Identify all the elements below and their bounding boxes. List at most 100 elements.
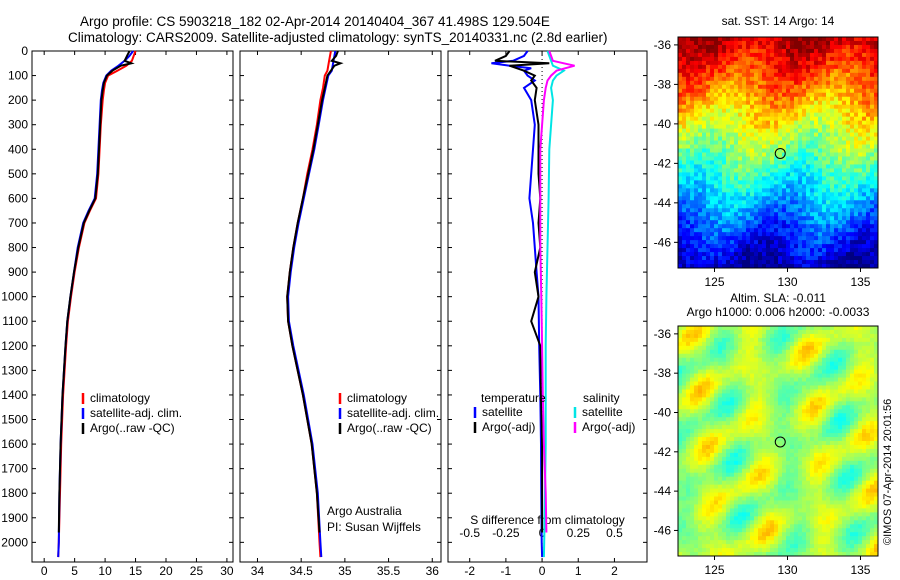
sst_map-cell (862, 212, 867, 217)
sla_map-cell (826, 425, 831, 430)
sla_map-cell (706, 409, 711, 414)
sst_map-cell (714, 172, 719, 177)
sst_map-cell (866, 48, 871, 54)
sst_map-cell (714, 68, 719, 74)
sla_map-cell (818, 373, 823, 379)
sst_map-cell (734, 196, 739, 201)
sla_map-cell (798, 417, 803, 422)
sla_map-cell (730, 329, 735, 335)
sst_map-cell (842, 37, 847, 42)
sst_map-cell (854, 264, 859, 269)
sst_map-cell (842, 168, 847, 173)
sst_map-cell (758, 240, 763, 245)
sst_map-cell (826, 44, 831, 50)
sla_map-cell (778, 468, 783, 474)
sst_map-cell (766, 92, 771, 98)
sla_map-cell (830, 373, 835, 379)
sst_map-cell (698, 260, 703, 265)
sst_map-cell (814, 228, 819, 233)
sla_map-cell (770, 349, 775, 355)
sst_map-cell (766, 56, 771, 62)
sla_map-cell (870, 357, 875, 363)
sla_map-cell (746, 448, 751, 454)
sst_map-cell (710, 224, 715, 229)
sla_map-cell (826, 421, 831, 426)
sst_map-cell (766, 252, 771, 257)
sla_map-cell (830, 437, 835, 442)
sla_map-cell (790, 409, 795, 414)
sst_map-cell (782, 168, 787, 173)
sst_map-cell (742, 208, 747, 213)
sla_map-cell (830, 349, 835, 355)
sst_map-cell (778, 68, 783, 74)
sst_map-cell (750, 108, 755, 114)
sst_map-cell (866, 76, 871, 82)
sla_map-cell (850, 385, 855, 390)
sla_map-cell (754, 429, 759, 434)
sst_map-cell (750, 168, 755, 173)
sla_map-cell (706, 448, 711, 454)
sst_map-cell (786, 264, 791, 269)
sla_map-cell (834, 444, 839, 450)
sst_map-cell (682, 88, 687, 94)
sla_map-cell (726, 341, 731, 347)
sst_map-cell (838, 112, 843, 118)
sla_map-cell (682, 452, 687, 458)
sla_map-cell (706, 397, 711, 402)
sst_map-cell (822, 40, 827, 46)
sst_map-cell (746, 144, 751, 150)
sla_map-cell (790, 437, 795, 442)
sst_map-cell (822, 124, 827, 130)
sla_map-cell (838, 365, 843, 371)
sst_map-cell (846, 244, 851, 249)
sst_map-cell (750, 60, 755, 66)
sst_map-cell (822, 72, 827, 78)
sla_map-cell (678, 337, 683, 343)
sst_map-cell (750, 188, 755, 193)
sla_map-cell (782, 377, 787, 383)
sla_map-cell (846, 326, 851, 331)
sla_map-cell (706, 393, 711, 398)
sst_map-cell (794, 40, 799, 46)
sla_map-cell (766, 353, 771, 359)
sla_map-cell (718, 409, 723, 414)
sla_map-cell (730, 369, 735, 375)
sla_map-cell (750, 452, 755, 458)
sst_map-cell (698, 92, 703, 98)
sla_map-cell (814, 326, 819, 331)
sla_map-cell (690, 341, 695, 347)
sla_map-cell (842, 337, 847, 343)
sst_map-cell (794, 148, 799, 153)
sla_map-cell (710, 369, 715, 375)
sst_map-cell (766, 220, 771, 225)
sst_map-cell (774, 208, 779, 213)
sst_map-cell (710, 104, 715, 110)
sst_map-cell (778, 88, 783, 94)
sst_map-cell (858, 112, 863, 118)
sst_map-cell (714, 236, 719, 241)
sst_map-cell (842, 204, 847, 209)
sst_map-cell (874, 96, 879, 102)
sla_map-cell (766, 329, 771, 335)
sst_map-cell (686, 192, 691, 197)
sst_map-cell (814, 37, 819, 42)
sst_map-cell (722, 152, 727, 157)
sst_map-cell (726, 100, 731, 106)
sla_map-cell (786, 329, 791, 335)
sst_map-cell (842, 60, 847, 66)
sst_map-cell (682, 44, 687, 50)
sla_map-cell (798, 437, 803, 442)
sst_map-cell (710, 248, 715, 253)
sla_map-cell (858, 381, 863, 386)
sst_map-cell (850, 64, 855, 70)
sla_map-cell (758, 433, 763, 438)
sst_map-cell (686, 248, 691, 253)
sst_map-cell (766, 96, 771, 102)
sst_map-cell (726, 44, 731, 50)
sst_map-cell (690, 208, 695, 213)
sla_map-cell (682, 393, 687, 398)
sst_map-cell (714, 192, 719, 197)
sst_map-cell (834, 236, 839, 241)
sst_map-cell (690, 60, 695, 66)
sla_map-cell (770, 333, 775, 339)
